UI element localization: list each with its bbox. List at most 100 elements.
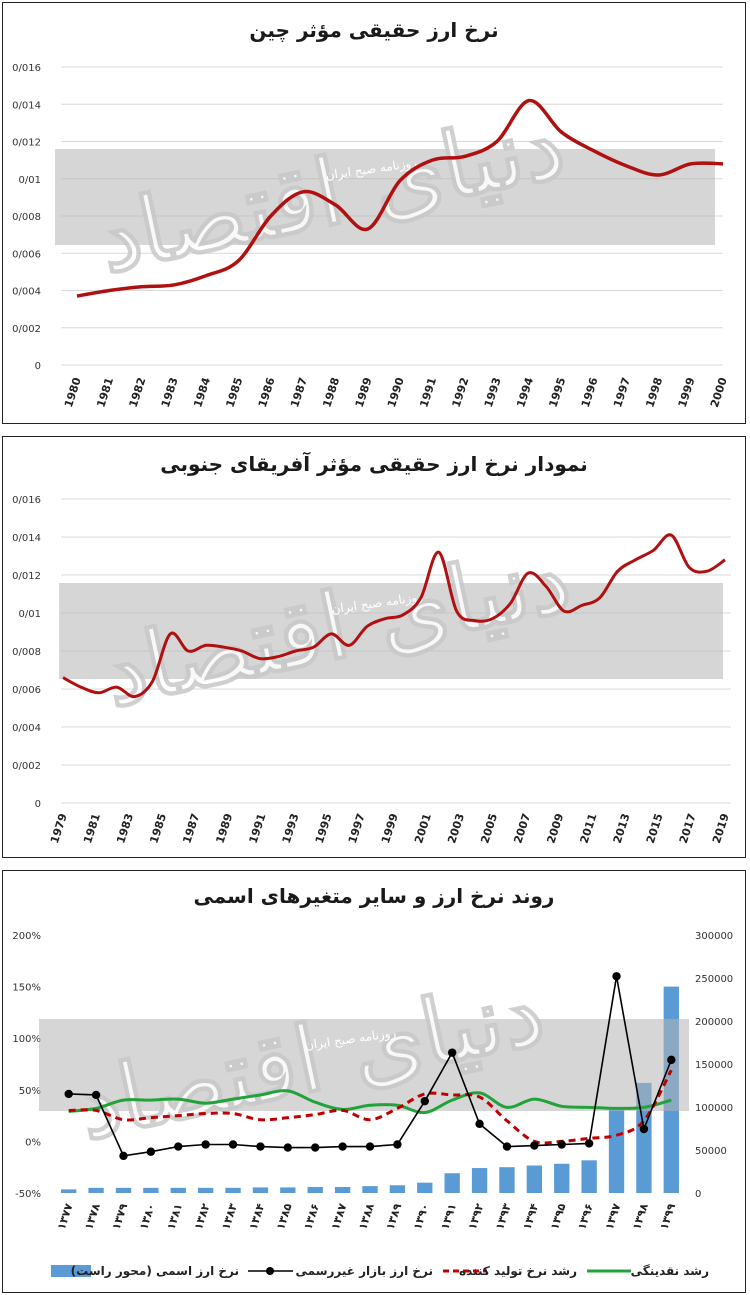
legend-bar-swatch [51,1265,91,1277]
nominal-rate-bar [225,1187,241,1193]
informal-market-rate-point [311,1143,320,1152]
informal-market-rate-point [530,1141,539,1150]
y-left-tick-label: 0% [25,1137,41,1148]
informal-market-rate-point [612,972,621,981]
china-chart-panel: نرخ ارز حقیقی مؤثر چین 0 0/002 0/004 0/006 0… [2,2,746,424]
y-left-tick-label: 200% [12,931,41,942]
x-tick-label: ۱۳۷۹ [110,1202,131,1232]
informal-market-rate-point [447,1048,457,1057]
y-left-tick-label: 50% [19,1086,41,1097]
nominal-variables-chart: روند نرخ ارز و سایر متغیرهای اسمی -50% 0%… [12,884,733,1279]
y-tick-label: 0/016 [12,495,41,506]
y-tick-label: 0/008 [12,212,41,223]
informal-market-rate-point [283,1143,293,1152]
x-tick-label: ۱۳۸۱ [164,1202,185,1232]
south-africa-series-line [62,533,726,699]
x-tick-label: 1983 [114,812,136,845]
x-tick-label: 1985 [224,376,246,409]
nominal-rate-bar [143,1187,159,1193]
informal-market-rate-point [338,1142,347,1151]
x-tick-label: ۱۳۸۶ [301,1202,322,1232]
x-tick-label: 1993 [280,812,302,845]
x-tick-label: 2003 [445,812,467,845]
x-tick-label: 1998 [643,376,665,409]
x-tick-label: ۱۳۹۳ [493,1202,514,1232]
informal-market-rate-point [174,1142,183,1151]
nominal-rate-bar [61,1189,77,1193]
informal-market-rate-point [420,1096,429,1106]
y-right-tick-label: 100000 [695,1103,733,1114]
x-tick-label: 2011 [578,812,600,845]
x-tick-label: 1999 [379,812,401,845]
x-tick-label: ۱۳۸۰ [137,1202,158,1232]
nominal-variables-chart-panel: روند نرخ ارز و سایر متغیرهای اسمی -50% 0%… [2,870,746,1293]
nominal-rate-bar [608,1107,625,1193]
x-tick-label: ۱۳۹۷ [603,1202,624,1232]
south-africa-chart-panel: نمودار نرخ ارز حقیقی مؤثر آفریقای جنوبی … [2,436,746,858]
x-tick-label: ۱۳۹۰ [411,1202,432,1232]
nominal-rate-bar [115,1187,132,1193]
x-tick-label: 1989 [214,812,236,845]
nominal-rate-bar [417,1182,433,1193]
y-tick-label: 0/01 [19,175,41,186]
x-tick-label: 2007 [511,812,533,845]
informal-market-rate-point [201,1140,210,1149]
chart-title: روند نرخ ارز و سایر متغیرهای اسمی [194,884,555,908]
legend-black-label: نرخ ارز بازار غیررسمی [296,1264,433,1278]
informal-market-rate-point [228,1140,238,1149]
nominal-rate-bar [362,1186,378,1193]
informal-market-rate-point [639,1124,649,1134]
y-tick-label: 0/012 [12,571,41,582]
y-tick-label: 0/012 [12,138,41,149]
informal-market-rate-point [667,1055,676,1065]
y-left-tick-label: 150% [12,983,41,994]
y-right-tick-label: 150000 [695,1060,733,1071]
x-tick-label: 2013 [611,812,633,845]
y-tick-label: 0/002 [12,324,41,335]
x-tick-label: ۱۳۹۲ [466,1202,487,1232]
x-tick-label: 1987 [180,812,202,845]
legend-bar-label: نرخ ارز اسمی (محور راست) [71,1264,239,1279]
x-tick-label: 2001 [412,812,434,845]
informal-market-rate-point [365,1142,375,1151]
x-tick-label: 1980 [62,376,84,409]
x-tick-label: ۱۳۹۵ [548,1202,569,1232]
nominal-rate-bar [389,1185,406,1193]
watermark-band [39,1019,689,1111]
legend: نرخ ارز اسمی (محور راست) نرخ ارز بازار غ… [51,1264,709,1279]
informal-market-rate-point [584,1139,594,1148]
x-tick-label: 1999 [676,376,698,409]
y-right-tick-label: 300000 [695,931,733,942]
y-tick-label: 0/014 [12,100,41,111]
nominal-rate-bar [334,1186,351,1193]
nominal-rate-bar [252,1187,269,1193]
informal-market-rate-point [91,1090,101,1100]
x-tick-label: ۱۳۹۹ [657,1202,678,1232]
x-tick-label: ۱۳۹۱ [438,1202,459,1232]
informal-market-rate-point [119,1151,128,1161]
informal-market-rate-point [256,1142,265,1151]
x-tick-label: 1997 [611,376,633,409]
nominal-rate-bar [307,1186,323,1193]
informal-market-rate-point [502,1142,512,1151]
x-tick-label: 1982 [127,376,149,409]
informal-market-rate-point [393,1140,402,1149]
informal-market-rate-point [475,1119,484,1129]
producer-rate-growth-line [68,1069,673,1145]
x-tick-label: ۱۳۷۷ [55,1202,76,1232]
y-right-tick-label: 200000 [695,1017,733,1028]
x-tick-label: ۱۳۸۹ [384,1202,405,1232]
y-tick-label: 0/014 [12,533,41,544]
chart-title: نمودار نرخ ارز حقیقی مؤثر آفریقای جنوبی [160,451,588,476]
legend-green-label: رشد نقدینگی [631,1264,710,1278]
watermark-logo: دنیای اقتصاد [95,524,580,728]
watermark-logo: دنیای اقتصاد [89,90,574,294]
x-tick-label: ۱۳۸۸ [356,1202,377,1232]
x-tick-label: 1991 [247,812,269,845]
x-tick-label: 1991 [417,376,439,409]
y-right-tick-label: 0 [695,1189,701,1200]
x-tick-label: 2017 [677,812,699,845]
y-left-tick-label: -50% [15,1189,41,1200]
x-tick-label: 1992 [450,376,472,409]
nominal-rate-bar [581,1160,597,1193]
